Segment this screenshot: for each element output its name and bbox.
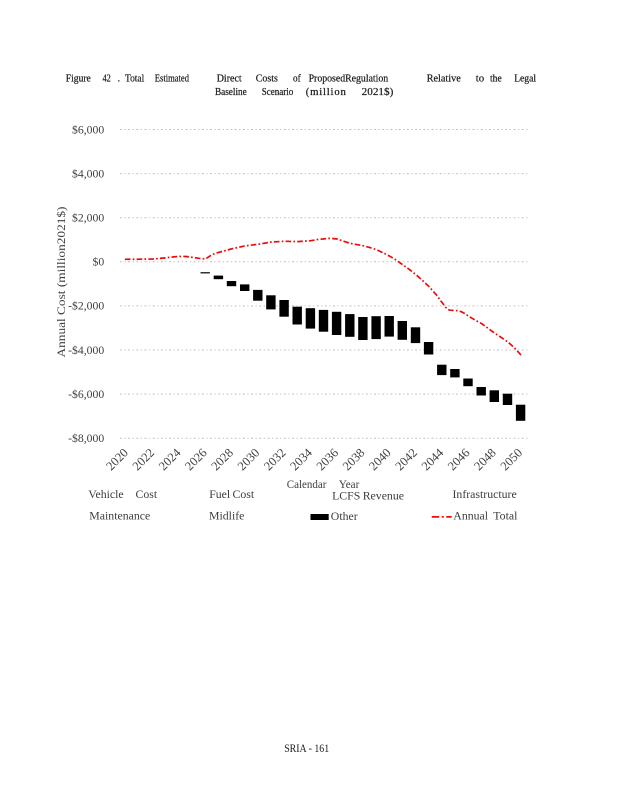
svg-text:Fuel: Fuel [209, 487, 231, 501]
svg-text:2026: 2026 [182, 446, 210, 474]
svg-text:Calendar: Calendar [287, 478, 327, 491]
svg-text:2042: 2042 [392, 446, 420, 474]
svg-text:Midlife: Midlife [209, 509, 244, 523]
svg-text:Legal: Legal [514, 73, 536, 85]
svg-text:2034: 2034 [287, 445, 315, 473]
svg-text:Total: Total [125, 73, 144, 85]
svg-text:Annual Cost (million2021$): Annual Cost (million2021$) [55, 206, 68, 357]
svg-text:-$2,000: -$2,000 [68, 300, 104, 313]
svg-text:2028: 2028 [208, 446, 236, 474]
svg-text:Figure: Figure [66, 73, 91, 85]
svg-text:-$4,000: -$4,000 [68, 344, 104, 357]
svg-text:of: of [293, 73, 301, 85]
svg-text:2024: 2024 [156, 445, 184, 473]
svg-text:Cost: Cost [233, 487, 255, 501]
svg-text:Costs: Costs [256, 73, 278, 85]
svg-text:SRIA - 161: SRIA - 161 [284, 742, 329, 755]
svg-text:2032: 2032 [261, 446, 289, 474]
svg-text:Revenue: Revenue [363, 488, 404, 502]
svg-text:2050: 2050 [498, 446, 526, 474]
svg-text:Other: Other [331, 509, 358, 523]
svg-text:Relative: Relative [427, 73, 461, 85]
svg-text:-$6,000: -$6,000 [68, 388, 104, 401]
svg-text:ProposedRegulation: ProposedRegulation [309, 73, 389, 85]
svg-text:2021$): 2021$) [362, 86, 394, 98]
svg-text:Baseline: Baseline [215, 86, 247, 98]
svg-text:Infrastructure: Infrastructure [453, 487, 517, 501]
svg-text:(million: (million [306, 86, 347, 98]
svg-text:Estimated: Estimated [155, 73, 190, 85]
svg-text:2020: 2020 [103, 446, 131, 474]
svg-text:2022: 2022 [130, 446, 158, 474]
svg-text:2044: 2044 [419, 445, 447, 473]
svg-text:$4,000: $4,000 [72, 167, 104, 180]
svg-text:2038: 2038 [340, 446, 368, 474]
svg-text:Vehicle: Vehicle [88, 487, 123, 501]
svg-text:to: to [476, 73, 484, 85]
svg-text:42: 42 [103, 73, 111, 85]
svg-text:2030: 2030 [235, 446, 263, 474]
svg-text:-$8,000: -$8,000 [68, 432, 104, 445]
svg-text:2040: 2040 [366, 446, 394, 474]
svg-text:Scenario: Scenario [262, 86, 294, 98]
svg-text:2048: 2048 [471, 446, 499, 474]
svg-text:.: . [118, 73, 121, 85]
svg-text:LCFS: LCFS [332, 488, 360, 502]
svg-text:Cost: Cost [136, 487, 158, 501]
svg-text:Total: Total [493, 509, 518, 523]
svg-text:2036: 2036 [314, 446, 342, 474]
svg-text:Maintenance: Maintenance [89, 509, 150, 523]
svg-text:Year: Year [339, 478, 359, 491]
svg-text:$0: $0 [93, 256, 105, 269]
svg-text:$6,000: $6,000 [72, 123, 104, 136]
svg-text:Annual: Annual [453, 509, 488, 523]
svg-text:2046: 2046 [445, 446, 473, 474]
svg-text:$2,000: $2,000 [72, 212, 104, 225]
svg-text:the: the [490, 73, 502, 85]
svg-text:Direct: Direct [217, 73, 242, 85]
